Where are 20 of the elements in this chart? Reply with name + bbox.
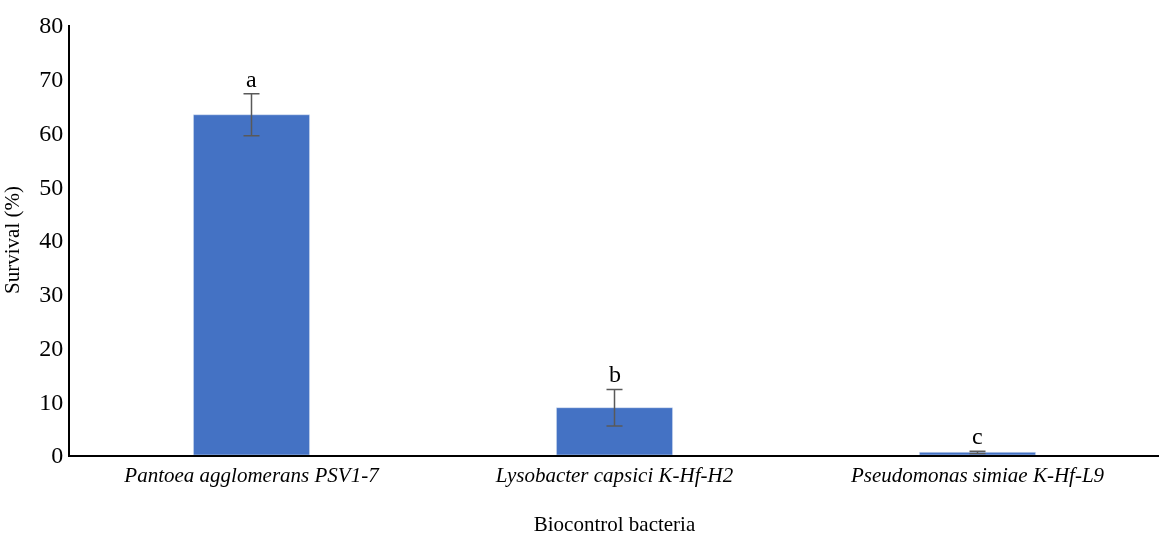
annotation: a bbox=[246, 66, 257, 92]
x-axis-title: Biocontrol bacteria bbox=[533, 511, 696, 536]
x-tick-label: Lysobacter capsici K-Hf-H2 bbox=[494, 463, 734, 488]
y-tick-label: 60 bbox=[39, 119, 64, 146]
bar bbox=[556, 407, 673, 455]
y-tick-label: 80 bbox=[39, 12, 64, 39]
y-tick-label: 30 bbox=[39, 281, 64, 308]
annotation: b bbox=[609, 361, 621, 387]
y-tick-label: 40 bbox=[39, 227, 64, 254]
y-tick-label: 0 bbox=[51, 442, 64, 469]
x-tick-label: Pantoea agglomerans PSV1-7 bbox=[123, 463, 381, 488]
x-tick-label: Pseudomonas simiae K-Hf-L9 bbox=[849, 463, 1105, 488]
y-tick-label: 70 bbox=[39, 66, 64, 93]
bar bbox=[919, 452, 1036, 455]
y-axis-title: Survival (%) bbox=[0, 186, 24, 294]
bar bbox=[193, 114, 310, 455]
y-tick-label: 20 bbox=[39, 334, 64, 361]
annotation: c bbox=[972, 423, 983, 449]
y-tick-label: 50 bbox=[39, 173, 64, 200]
y-tick-label: 10 bbox=[39, 388, 64, 415]
